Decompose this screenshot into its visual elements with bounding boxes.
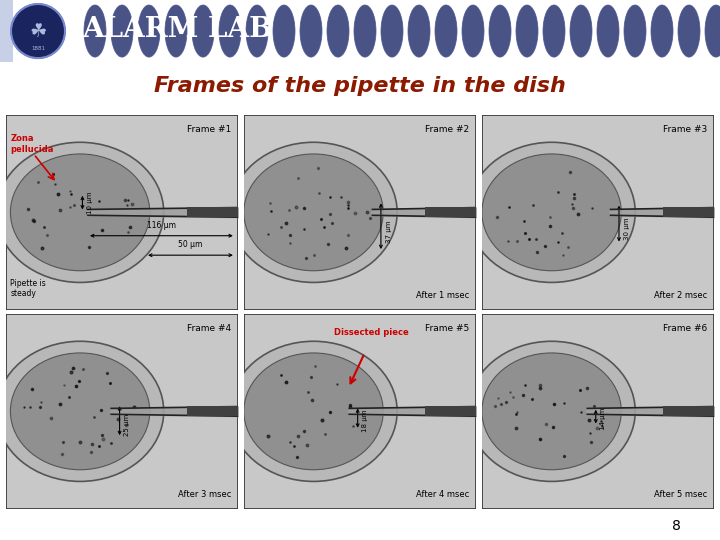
Ellipse shape bbox=[597, 5, 619, 57]
Circle shape bbox=[11, 4, 65, 58]
Text: Dissected piece: Dissected piece bbox=[334, 328, 409, 336]
Circle shape bbox=[11, 4, 65, 58]
Ellipse shape bbox=[462, 5, 484, 57]
Ellipse shape bbox=[165, 5, 187, 57]
Text: Frame #4: Frame #4 bbox=[187, 324, 231, 333]
Text: After 5 msec: After 5 msec bbox=[654, 490, 707, 499]
Text: Frames of the pipette in the dish: Frames of the pipette in the dish bbox=[154, 76, 566, 97]
FancyBboxPatch shape bbox=[425, 207, 476, 217]
Circle shape bbox=[468, 341, 635, 482]
Bar bbox=[0, 0, 13, 62]
Text: Frame #3: Frame #3 bbox=[663, 125, 707, 134]
Ellipse shape bbox=[354, 5, 376, 57]
Text: Frame #5: Frame #5 bbox=[425, 324, 469, 333]
Circle shape bbox=[0, 341, 163, 482]
Ellipse shape bbox=[219, 5, 241, 57]
Circle shape bbox=[10, 353, 150, 470]
FancyBboxPatch shape bbox=[187, 207, 238, 217]
Circle shape bbox=[244, 154, 383, 271]
Ellipse shape bbox=[624, 5, 646, 57]
Circle shape bbox=[10, 154, 150, 271]
Ellipse shape bbox=[300, 5, 322, 57]
Ellipse shape bbox=[84, 5, 106, 57]
Text: Pipette is
steady: Pipette is steady bbox=[10, 279, 46, 298]
Text: 116 μm: 116 μm bbox=[147, 221, 176, 230]
Ellipse shape bbox=[111, 5, 133, 57]
Text: 1881: 1881 bbox=[31, 45, 45, 51]
Ellipse shape bbox=[678, 5, 700, 57]
Ellipse shape bbox=[543, 5, 565, 57]
Ellipse shape bbox=[273, 5, 295, 57]
Text: Frame #1: Frame #1 bbox=[187, 125, 231, 134]
Circle shape bbox=[482, 154, 621, 271]
Ellipse shape bbox=[516, 5, 538, 57]
Ellipse shape bbox=[246, 5, 268, 57]
Ellipse shape bbox=[435, 5, 457, 57]
Circle shape bbox=[0, 142, 163, 282]
Ellipse shape bbox=[489, 5, 511, 57]
Text: 10 μm: 10 μm bbox=[87, 191, 93, 214]
Ellipse shape bbox=[327, 5, 349, 57]
Text: 14 μm: 14 μm bbox=[600, 408, 606, 430]
Ellipse shape bbox=[138, 5, 160, 57]
FancyBboxPatch shape bbox=[187, 407, 238, 416]
Text: Zona
pellucida: Zona pellucida bbox=[10, 134, 54, 154]
Circle shape bbox=[482, 353, 621, 470]
Text: After 2 msec: After 2 msec bbox=[654, 291, 707, 300]
Circle shape bbox=[230, 142, 397, 282]
FancyBboxPatch shape bbox=[663, 407, 714, 416]
Circle shape bbox=[244, 353, 383, 470]
Text: ALARM LAB: ALARM LAB bbox=[82, 16, 272, 43]
Text: After 1 msec: After 1 msec bbox=[416, 291, 469, 300]
Text: After 3 msec: After 3 msec bbox=[178, 490, 231, 499]
Text: 25 μm: 25 μm bbox=[125, 414, 130, 436]
Text: ☘: ☘ bbox=[30, 22, 47, 40]
Text: 18 μm: 18 μm bbox=[362, 410, 369, 432]
Circle shape bbox=[230, 341, 397, 482]
Text: Frame #6: Frame #6 bbox=[663, 324, 707, 333]
Text: 50 μm: 50 μm bbox=[179, 240, 202, 249]
Text: After 4 msec: After 4 msec bbox=[416, 490, 469, 499]
Ellipse shape bbox=[192, 5, 214, 57]
Ellipse shape bbox=[651, 5, 673, 57]
Ellipse shape bbox=[381, 5, 403, 57]
Ellipse shape bbox=[705, 5, 720, 57]
Text: 8: 8 bbox=[672, 519, 681, 534]
Text: 37 μm: 37 μm bbox=[385, 221, 392, 244]
Text: Frame #2: Frame #2 bbox=[425, 125, 469, 134]
Text: 30 μm: 30 μm bbox=[624, 217, 629, 240]
FancyBboxPatch shape bbox=[663, 207, 714, 217]
Circle shape bbox=[468, 142, 635, 282]
Ellipse shape bbox=[408, 5, 430, 57]
Ellipse shape bbox=[570, 5, 592, 57]
FancyBboxPatch shape bbox=[425, 407, 476, 416]
